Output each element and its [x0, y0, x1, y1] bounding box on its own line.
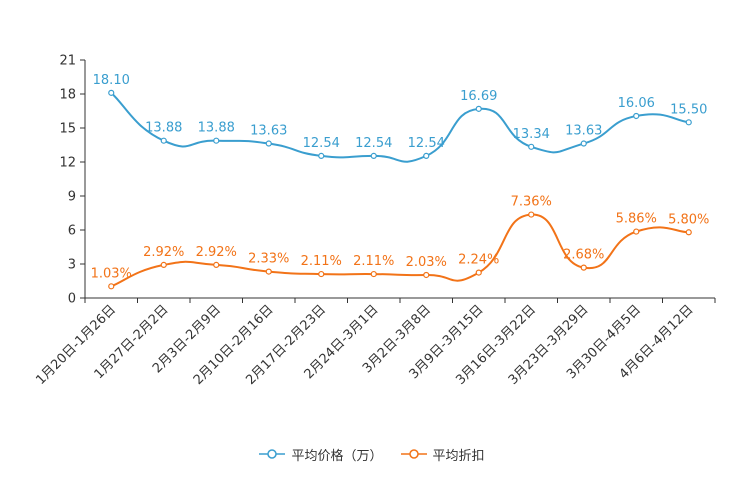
data-label-price-0: 18.10: [93, 73, 130, 88]
data-label-discount-6: 2.03%: [406, 255, 447, 270]
legend-item-discount[interactable]: 平均折扣: [400, 445, 485, 464]
legend-label-price: 平均价格（万）: [291, 448, 383, 464]
y-tick-label-3: 9: [68, 190, 76, 205]
data-point-price-11: [685, 119, 692, 126]
data-point-price-1: [160, 137, 167, 144]
data-label-price-9: 13.63: [565, 124, 602, 139]
data-label-discount-9: 2.68%: [563, 248, 604, 263]
data-label-discount-5: 2.11%: [353, 254, 394, 269]
data-label-discount-3: 2.33%: [248, 252, 289, 267]
data-label-price-2: 13.88: [198, 121, 235, 136]
y-tick-label-6: 18: [59, 88, 76, 103]
data-label-price-1: 13.88: [145, 121, 182, 136]
y-tick-label-1: 3: [68, 258, 76, 273]
legend-marker-price-icon: [259, 449, 286, 459]
data-label-price-11: 15.50: [670, 102, 707, 117]
data-label-discount-2: 2.92%: [196, 245, 237, 260]
data-point-price-6: [423, 152, 430, 159]
data-point-discount-10: [633, 228, 640, 235]
data-point-discount-5: [370, 270, 377, 278]
y-tick-label-5: 15: [59, 122, 76, 137]
legend-label-discount: 平均折扣: [432, 448, 485, 464]
data-point-discount-8: [528, 211, 535, 218]
y-tick-label-2: 6: [68, 224, 76, 239]
data-label-discount-4: 2.11%: [301, 254, 342, 269]
data-label-price-7: 16.69: [460, 89, 497, 104]
data-point-discount-2: [213, 261, 220, 269]
data-label-discount-7: 2.24%: [458, 253, 499, 268]
data-point-discount-9: [580, 264, 587, 271]
data-point-price-9: [580, 140, 587, 147]
data-point-discount-11: [685, 229, 692, 236]
data-point-price-4: [318, 152, 325, 159]
data-label-discount-1: 2.92%: [143, 245, 184, 260]
data-point-discount-6: [423, 271, 430, 279]
data-label-price-10: 16.06: [618, 96, 655, 111]
y-tick-label-7: 21: [59, 54, 76, 69]
data-label-discount-11: 5.80%: [668, 212, 709, 227]
data-point-price-2: [213, 137, 220, 144]
data-point-discount-7: [475, 269, 482, 276]
data-point-price-3: [265, 140, 272, 147]
data-label-discount-8: 7.36%: [511, 195, 552, 210]
data-point-price-7: [475, 105, 482, 112]
data-label-price-8: 13.34: [513, 127, 550, 142]
y-tick-label-0: 0: [68, 292, 76, 307]
legend-marker-discount-icon: [400, 449, 427, 459]
data-point-discount-3: [265, 268, 272, 275]
legend: 平均价格（万） 平均折扣: [0, 444, 744, 464]
data-point-discount-1: [160, 261, 167, 269]
data-point-discount-0: [108, 283, 115, 290]
data-label-price-5: 12.54: [355, 136, 392, 151]
data-label-price-3: 13.63: [250, 124, 287, 139]
data-point-price-0: [108, 89, 115, 96]
data-point-price-8: [528, 143, 535, 150]
data-label-price-4: 12.54: [303, 136, 340, 151]
data-label-discount-0: 1.03%: [91, 266, 132, 281]
data-label-discount-10: 5.86%: [616, 212, 657, 227]
y-tick-label-4: 12: [59, 156, 76, 171]
data-point-price-5: [370, 152, 377, 159]
legend-item-price[interactable]: 平均价格（万）: [259, 445, 383, 464]
data-label-price-6: 12.54: [408, 136, 445, 151]
data-point-discount-4: [318, 270, 325, 278]
data-point-price-10: [633, 112, 640, 120]
